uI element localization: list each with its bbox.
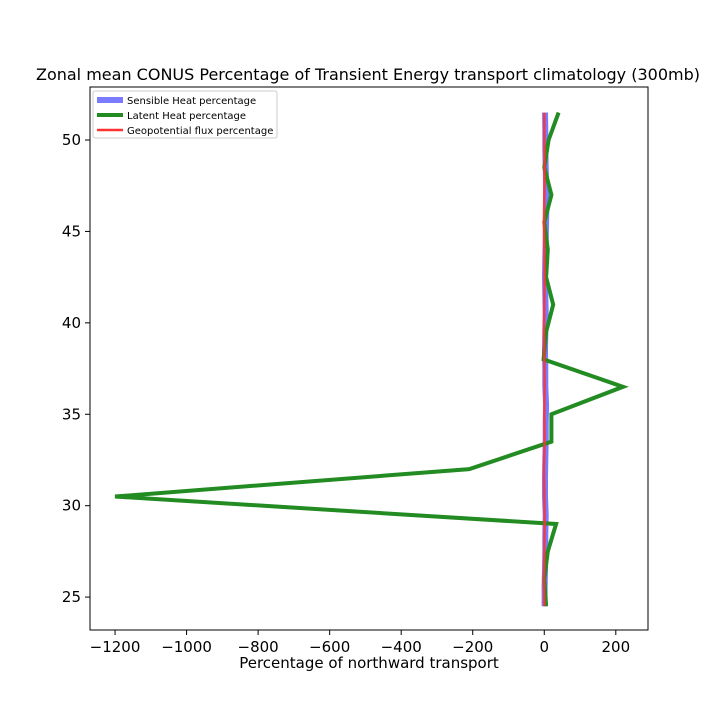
- legend-label-geopotential-flux: Geopotential flux percentage: [127, 126, 273, 137]
- y-tick-label: 35: [62, 405, 81, 423]
- x-tick-label: −200: [452, 638, 493, 656]
- x-axis-label: Percentage of northward transport: [239, 654, 499, 672]
- y-axis: 25 30 35 40 45 50: [62, 131, 90, 606]
- series-layer: [114, 111, 629, 607]
- x-tick-label: −400: [381, 638, 422, 656]
- y-tick-label: 25: [62, 588, 81, 606]
- legend-label-sensible-heat: Sensible Heat percentage: [127, 96, 256, 107]
- x-tick-label: −1000: [161, 638, 212, 656]
- y-tick-label: 45: [62, 222, 81, 240]
- x-axis: −1200 −1000 −800 −600 −400 −200 0 200: [90, 630, 630, 656]
- series-line-2: [542, 112, 546, 607]
- chart-title: Zonal mean CONUS Percentage of Transient…: [36, 65, 700, 84]
- x-tick-label: 200: [601, 638, 630, 656]
- y-tick-label: 50: [62, 131, 81, 149]
- plot-frame: [89, 86, 649, 631]
- y-tick-label: 30: [62, 497, 81, 515]
- legend-label-latent-heat: Latent Heat percentage: [127, 111, 246, 122]
- legend: Sensible Heat percentage Latent Heat per…: [92, 90, 278, 139]
- y-tick-label: 40: [62, 314, 81, 332]
- x-tick-label: −1200: [90, 638, 141, 656]
- x-tick-label: 0: [539, 638, 549, 656]
- x-tick-label: −800: [238, 638, 279, 656]
- x-tick-label: −600: [309, 638, 350, 656]
- legend-box: [92, 90, 278, 139]
